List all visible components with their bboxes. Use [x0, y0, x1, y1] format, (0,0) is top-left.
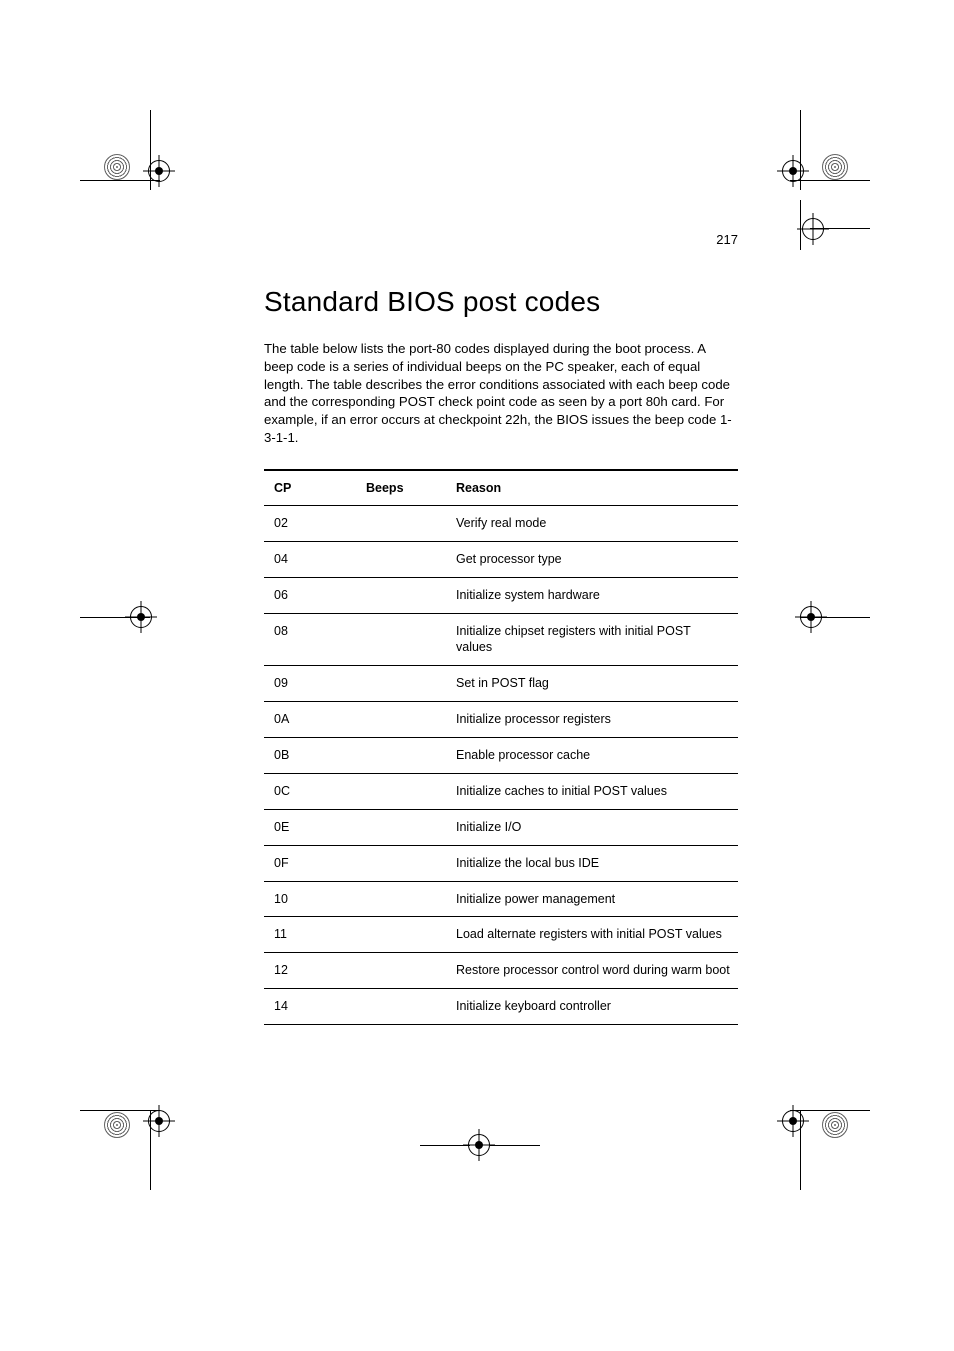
- cell-reason: Enable processor cache: [446, 738, 738, 774]
- cell-reason: Restore processor control word during wa…: [446, 953, 738, 989]
- cell-reason: Get processor type: [446, 541, 738, 577]
- table-row: 0B Enable processor cache: [264, 738, 738, 774]
- table-row: 0E Initialize I/O: [264, 809, 738, 845]
- cell-cp: 14: [264, 989, 356, 1025]
- cell-reason: Load alternate registers with initial PO…: [446, 917, 738, 953]
- cell-cp: 06: [264, 577, 356, 613]
- cell-cp: 0A: [264, 702, 356, 738]
- cell-beeps: [356, 773, 446, 809]
- cell-reason: Initialize I/O: [446, 809, 738, 845]
- cell-reason: Initialize processor registers: [446, 702, 738, 738]
- table-row: 09 Set in POST flag: [264, 666, 738, 702]
- cell-reason: Initialize caches to initial POST values: [446, 773, 738, 809]
- cell-reason: Set in POST flag: [446, 666, 738, 702]
- table-row: 02 Verify real mode: [264, 505, 738, 541]
- cell-cp: 10: [264, 881, 356, 917]
- cell-beeps: [356, 505, 446, 541]
- table-row: 08 Initialize chipset registers with init…: [264, 613, 738, 666]
- col-header-reason: Reason: [446, 470, 738, 506]
- post-codes-table: CP Beeps Reason 02 Verify real mode 04 Get …: [264, 469, 738, 1025]
- cell-cp: 0C: [264, 773, 356, 809]
- cell-reason: Verify real mode: [446, 505, 738, 541]
- table-row: 04 Get processor type: [264, 541, 738, 577]
- table-row: 0A Initialize processor registers: [264, 702, 738, 738]
- cell-reason: Initialize the local bus IDE: [446, 845, 738, 881]
- table-row: 10 Initialize power management: [264, 881, 738, 917]
- cell-beeps: [356, 702, 446, 738]
- page-number: 217: [716, 232, 738, 247]
- table-row: 0F Initialize the local bus IDE: [264, 845, 738, 881]
- cell-cp: 0B: [264, 738, 356, 774]
- cell-beeps: [356, 577, 446, 613]
- cell-cp: 08: [264, 613, 356, 666]
- cell-cp: 0E: [264, 809, 356, 845]
- table-row: 06 Initialize system hardware: [264, 577, 738, 613]
- table-row: 0C Initialize caches to initial POST valu…: [264, 773, 738, 809]
- cell-cp: 04: [264, 541, 356, 577]
- cell-cp: 0F: [264, 845, 356, 881]
- cell-beeps: [356, 953, 446, 989]
- table-row: 12 Restore processor control word during …: [264, 953, 738, 989]
- cell-beeps: [356, 917, 446, 953]
- cell-reason: Initialize system hardware: [446, 577, 738, 613]
- col-header-beeps: Beeps: [356, 470, 446, 506]
- cell-cp: 02: [264, 505, 356, 541]
- cell-beeps: [356, 989, 446, 1025]
- cell-cp: 11: [264, 917, 356, 953]
- cell-reason: Initialize chipset registers with initia…: [446, 613, 738, 666]
- cell-beeps: [356, 738, 446, 774]
- page-content: 217 Standard BIOS post codes The table b…: [264, 232, 738, 1025]
- cell-beeps: [356, 613, 446, 666]
- cell-cp: 09: [264, 666, 356, 702]
- cell-cp: 12: [264, 953, 356, 989]
- cell-reason: Initialize keyboard controller: [446, 989, 738, 1025]
- cell-beeps: [356, 666, 446, 702]
- table-row: 14 Initialize keyboard controller: [264, 989, 738, 1025]
- cell-beeps: [356, 541, 446, 577]
- table-row: 11 Load alternate registers with initial …: [264, 917, 738, 953]
- cell-reason: Initialize power management: [446, 881, 738, 917]
- cell-beeps: [356, 809, 446, 845]
- page-heading: Standard BIOS post codes: [264, 286, 738, 318]
- intro-paragraph: The table below lists the port-80 codes …: [264, 340, 738, 447]
- cell-beeps: [356, 845, 446, 881]
- cell-beeps: [356, 881, 446, 917]
- table-header-row: CP Beeps Reason: [264, 470, 738, 506]
- col-header-cp: CP: [264, 470, 356, 506]
